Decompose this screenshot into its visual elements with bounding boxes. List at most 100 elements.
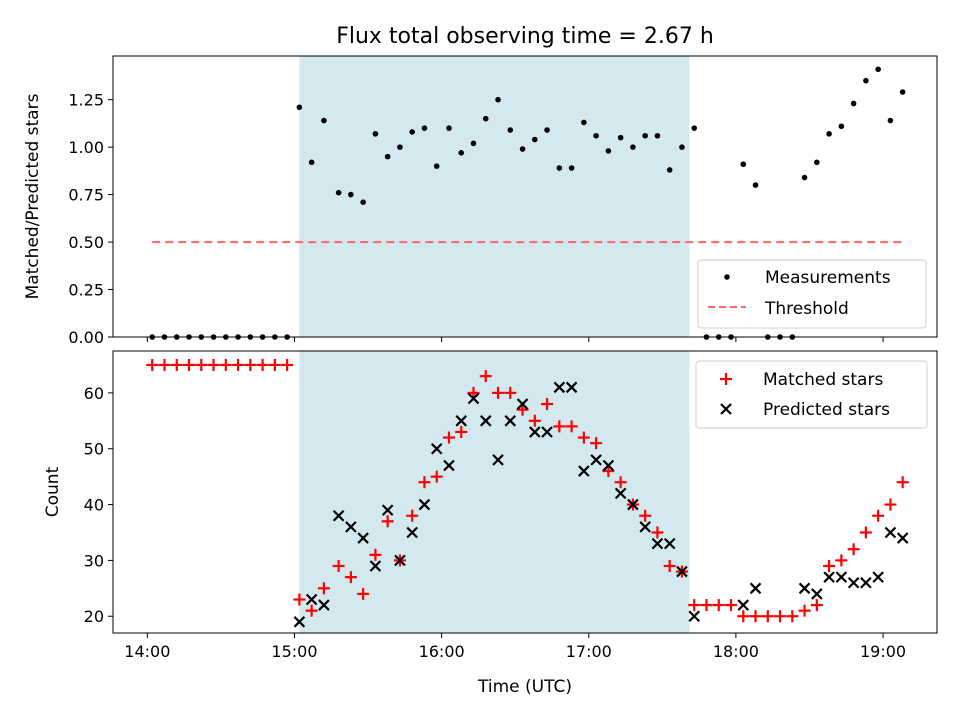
matched-stars-point — [553, 420, 566, 433]
predicted-stars-point — [627, 498, 639, 511]
predicted-stars-point — [823, 571, 835, 583]
predicted-stars-point — [418, 498, 431, 511]
measurements-point — [642, 132, 648, 139]
matched-stars-point — [639, 509, 652, 522]
predicted-stars-point — [369, 560, 382, 572]
y-axis-label: Matched/Predicted stars — [23, 93, 43, 299]
matched-stars-point — [859, 526, 872, 539]
measurements-point — [470, 140, 477, 147]
measurements-point — [838, 123, 845, 130]
measurements-point — [519, 146, 526, 152]
predicted-stars-point — [504, 415, 517, 427]
legend: Measurements Threshold — [697, 259, 927, 329]
matched-stars-point — [146, 358, 159, 371]
matched-stars-point — [317, 582, 330, 595]
predicted-stars-point — [602, 459, 615, 472]
measurements-point — [532, 136, 538, 143]
predicted-stars-point — [541, 426, 553, 438]
predicted-stars-point — [847, 576, 860, 589]
legend-label-matched-stars: Matched stars — [763, 370, 883, 390]
measurements-point — [360, 199, 366, 205]
measurements-point — [630, 144, 636, 150]
matched-stars-point — [381, 515, 394, 528]
predicted-stars-point — [578, 465, 590, 477]
measurements-point — [372, 131, 379, 137]
x-tick-label: 16:00 — [419, 642, 465, 661]
matched-stars-point — [467, 386, 480, 399]
matched-stars-point — [492, 386, 505, 399]
predicted-stars-point — [553, 381, 566, 394]
matched-stars-point — [737, 610, 750, 623]
predicted-stars-point — [516, 398, 529, 410]
measurements-point — [679, 144, 685, 150]
measurements-point — [666, 167, 673, 173]
measurements-point — [691, 125, 698, 131]
matched-stars-point — [798, 604, 811, 617]
predicted-stars-point — [896, 532, 909, 544]
measurements-point — [875, 66, 881, 73]
measurements-point — [593, 132, 599, 139]
y-tick-label: 60 — [84, 384, 104, 403]
predicted-stars-point — [614, 487, 627, 500]
matched-stars-point — [725, 599, 737, 612]
matched-stars-point — [835, 554, 848, 567]
measurements-point — [321, 117, 327, 124]
matched-stars-point — [761, 610, 774, 623]
measurements-point — [887, 117, 894, 124]
legend-label-threshold: Threshold — [764, 299, 849, 319]
measurements-point — [568, 165, 575, 171]
legend: Matched stars Predicted stars — [695, 360, 928, 429]
measurements-point — [348, 191, 354, 198]
predicted-stars-point — [357, 532, 369, 544]
predicted-stars-point — [565, 381, 578, 394]
matched-stars-point — [170, 358, 183, 371]
y-tick-label: 1.25 — [68, 91, 104, 110]
matched-stars-point — [357, 587, 370, 600]
y-tick-label: 0.75 — [68, 186, 104, 205]
matched-stars-point — [281, 358, 294, 371]
matched-stars-point — [256, 358, 269, 371]
matched-stars-point — [602, 465, 615, 478]
measurements-point — [605, 148, 612, 154]
measurements-point — [556, 165, 563, 171]
predicted-stars-point — [639, 521, 651, 533]
measurements-point — [384, 153, 391, 160]
matched-stars-point — [442, 431, 455, 444]
y-tick-label: 0.50 — [68, 233, 104, 252]
measurements-point — [899, 89, 906, 95]
predicted-stars-point — [293, 616, 306, 628]
x-tick-label: 14:00 — [124, 642, 170, 661]
predicted-stars-point — [651, 537, 664, 550]
predicted-stars-point — [467, 392, 480, 405]
measurements-point — [814, 159, 820, 166]
matched-stars-point — [823, 559, 836, 572]
top-panel: 0.00 0.25 0.50 0.75 1.00 1.25 Flux total obse… — [23, 24, 938, 347]
matched-stars-point — [207, 358, 220, 371]
x-tick-label: 17:00 — [566, 642, 612, 661]
predicted-stars-point — [835, 571, 848, 583]
predicted-stars-point — [872, 571, 884, 583]
matched-stars-point — [810, 599, 823, 612]
matched-stars-point — [244, 358, 257, 371]
matched-stars-point — [872, 509, 885, 522]
predicted-stars-point — [492, 454, 504, 466]
measurements-point — [507, 127, 514, 133]
matched-stars-point — [158, 358, 171, 371]
matched-stars-point — [232, 358, 245, 371]
matched-stars-point — [896, 476, 909, 489]
x-tick-label: 19:00 — [860, 642, 906, 661]
predicted-stars-point — [798, 582, 811, 595]
y-tick-label: 50 — [84, 440, 104, 459]
predicted-stars-point — [318, 599, 330, 611]
matched-stars-point — [565, 420, 578, 433]
y-tick-label: 40 — [84, 496, 104, 515]
matched-stars-point — [614, 476, 627, 489]
predicted-stars-point — [479, 415, 492, 427]
matched-stars-point — [749, 610, 762, 623]
y-tick-label: 0.25 — [68, 281, 104, 300]
predicted-stars-point — [332, 509, 345, 522]
matched-stars-point — [541, 398, 554, 411]
matched-stars-point — [651, 526, 664, 539]
measurements-point — [458, 150, 465, 156]
